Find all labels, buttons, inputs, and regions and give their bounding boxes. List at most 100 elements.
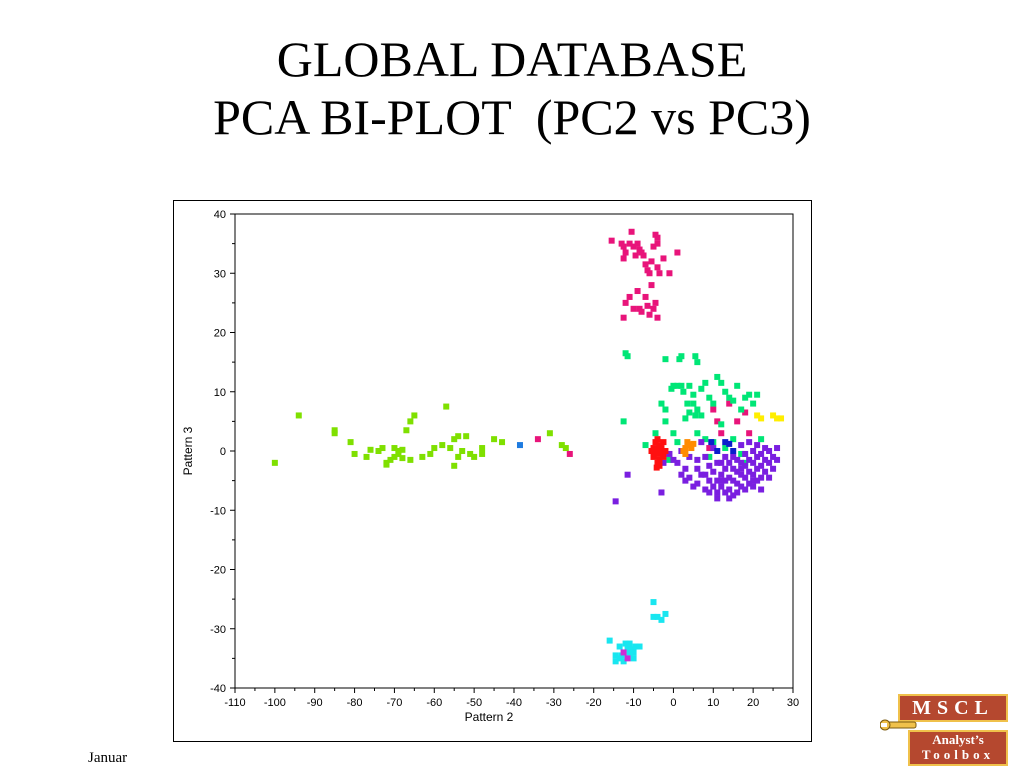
data-point — [624, 471, 631, 478]
data-point — [718, 430, 725, 437]
y-tick-label: 0 — [220, 446, 226, 458]
data-point — [566, 450, 573, 457]
data-point — [698, 412, 705, 419]
data-point — [546, 430, 553, 437]
data-point — [670, 430, 677, 437]
data-point — [734, 456, 741, 463]
slide-title: GLOBAL DATABASE PCA BI-PLOT (PC2 vs PC3) — [0, 30, 1024, 146]
data-point — [722, 445, 729, 452]
data-point — [738, 406, 745, 413]
data-point — [654, 314, 661, 321]
data-point — [608, 237, 615, 244]
data-point — [742, 486, 749, 493]
data-point — [694, 359, 701, 366]
data-point — [774, 445, 781, 452]
data-point — [730, 436, 737, 443]
x-tick-label: 10 — [707, 697, 719, 709]
data-point — [367, 446, 374, 453]
data-point — [656, 270, 663, 277]
y-axis-label: Pattern 3 — [181, 426, 195, 475]
data-point — [660, 459, 667, 466]
data-point — [616, 655, 623, 662]
data-point — [654, 240, 661, 247]
data-point — [451, 462, 458, 469]
data-point — [427, 450, 434, 457]
data-point — [714, 477, 721, 484]
data-point — [726, 459, 733, 466]
data-point — [690, 400, 697, 407]
data-point — [670, 382, 677, 389]
data-point — [499, 439, 506, 446]
data-point — [758, 474, 765, 481]
data-point — [652, 430, 659, 437]
data-point — [706, 445, 713, 452]
data-point — [702, 379, 709, 386]
data-point — [662, 448, 669, 454]
data-point — [463, 433, 470, 440]
data-point — [746, 430, 753, 437]
data-point — [742, 394, 749, 401]
data-point — [558, 442, 565, 449]
data-point — [658, 616, 665, 623]
data-point — [654, 448, 661, 454]
data-point — [682, 477, 689, 484]
data-point — [762, 445, 769, 452]
data-point — [770, 453, 777, 460]
data-point — [706, 394, 713, 401]
data-point — [688, 445, 695, 452]
x-tick-label: -30 — [546, 697, 562, 709]
data-point — [702, 486, 709, 493]
data-point — [714, 489, 721, 496]
x-tick-label: -20 — [586, 697, 602, 709]
data-point — [730, 397, 737, 404]
data-point — [399, 446, 406, 453]
data-point — [774, 456, 781, 463]
data-point — [758, 450, 765, 457]
y-tick-label: -40 — [210, 683, 226, 695]
data-point — [690, 440, 697, 447]
data-point — [686, 453, 693, 460]
data-point — [634, 288, 641, 295]
y-tick-label: -20 — [210, 565, 226, 577]
data-point — [722, 439, 729, 446]
data-point — [626, 293, 633, 300]
data-point — [754, 442, 761, 449]
data-point — [680, 388, 687, 395]
data-point — [636, 643, 643, 650]
data-point — [738, 465, 745, 472]
data-point — [674, 439, 681, 446]
data-point — [674, 459, 681, 466]
x-tick-label: -100 — [264, 697, 286, 709]
data-point — [750, 477, 757, 484]
data-point — [606, 637, 613, 644]
data-point — [686, 382, 693, 389]
data-point — [682, 450, 689, 457]
data-point — [708, 439, 715, 446]
data-point — [718, 471, 725, 478]
data-point — [706, 453, 713, 460]
data-point — [706, 489, 713, 496]
data-point — [383, 461, 390, 468]
data-point — [690, 483, 697, 490]
data-point — [706, 477, 713, 484]
x-tick-label: -70 — [386, 697, 402, 709]
data-point — [718, 421, 725, 428]
data-point — [419, 453, 426, 460]
data-point — [742, 462, 749, 469]
data-point — [750, 448, 757, 454]
data-point — [630, 649, 637, 656]
data-point — [662, 418, 669, 425]
data-point — [654, 234, 661, 241]
data-point — [650, 305, 657, 312]
data-point — [650, 243, 657, 250]
data-point — [766, 459, 773, 466]
data-point — [754, 477, 761, 484]
data-point — [746, 480, 753, 487]
data-point — [692, 353, 699, 360]
data-point — [726, 486, 733, 493]
data-point — [648, 282, 655, 289]
data-point — [758, 415, 765, 422]
data-point — [662, 356, 669, 363]
data-point — [726, 394, 733, 401]
data-point — [459, 448, 466, 454]
